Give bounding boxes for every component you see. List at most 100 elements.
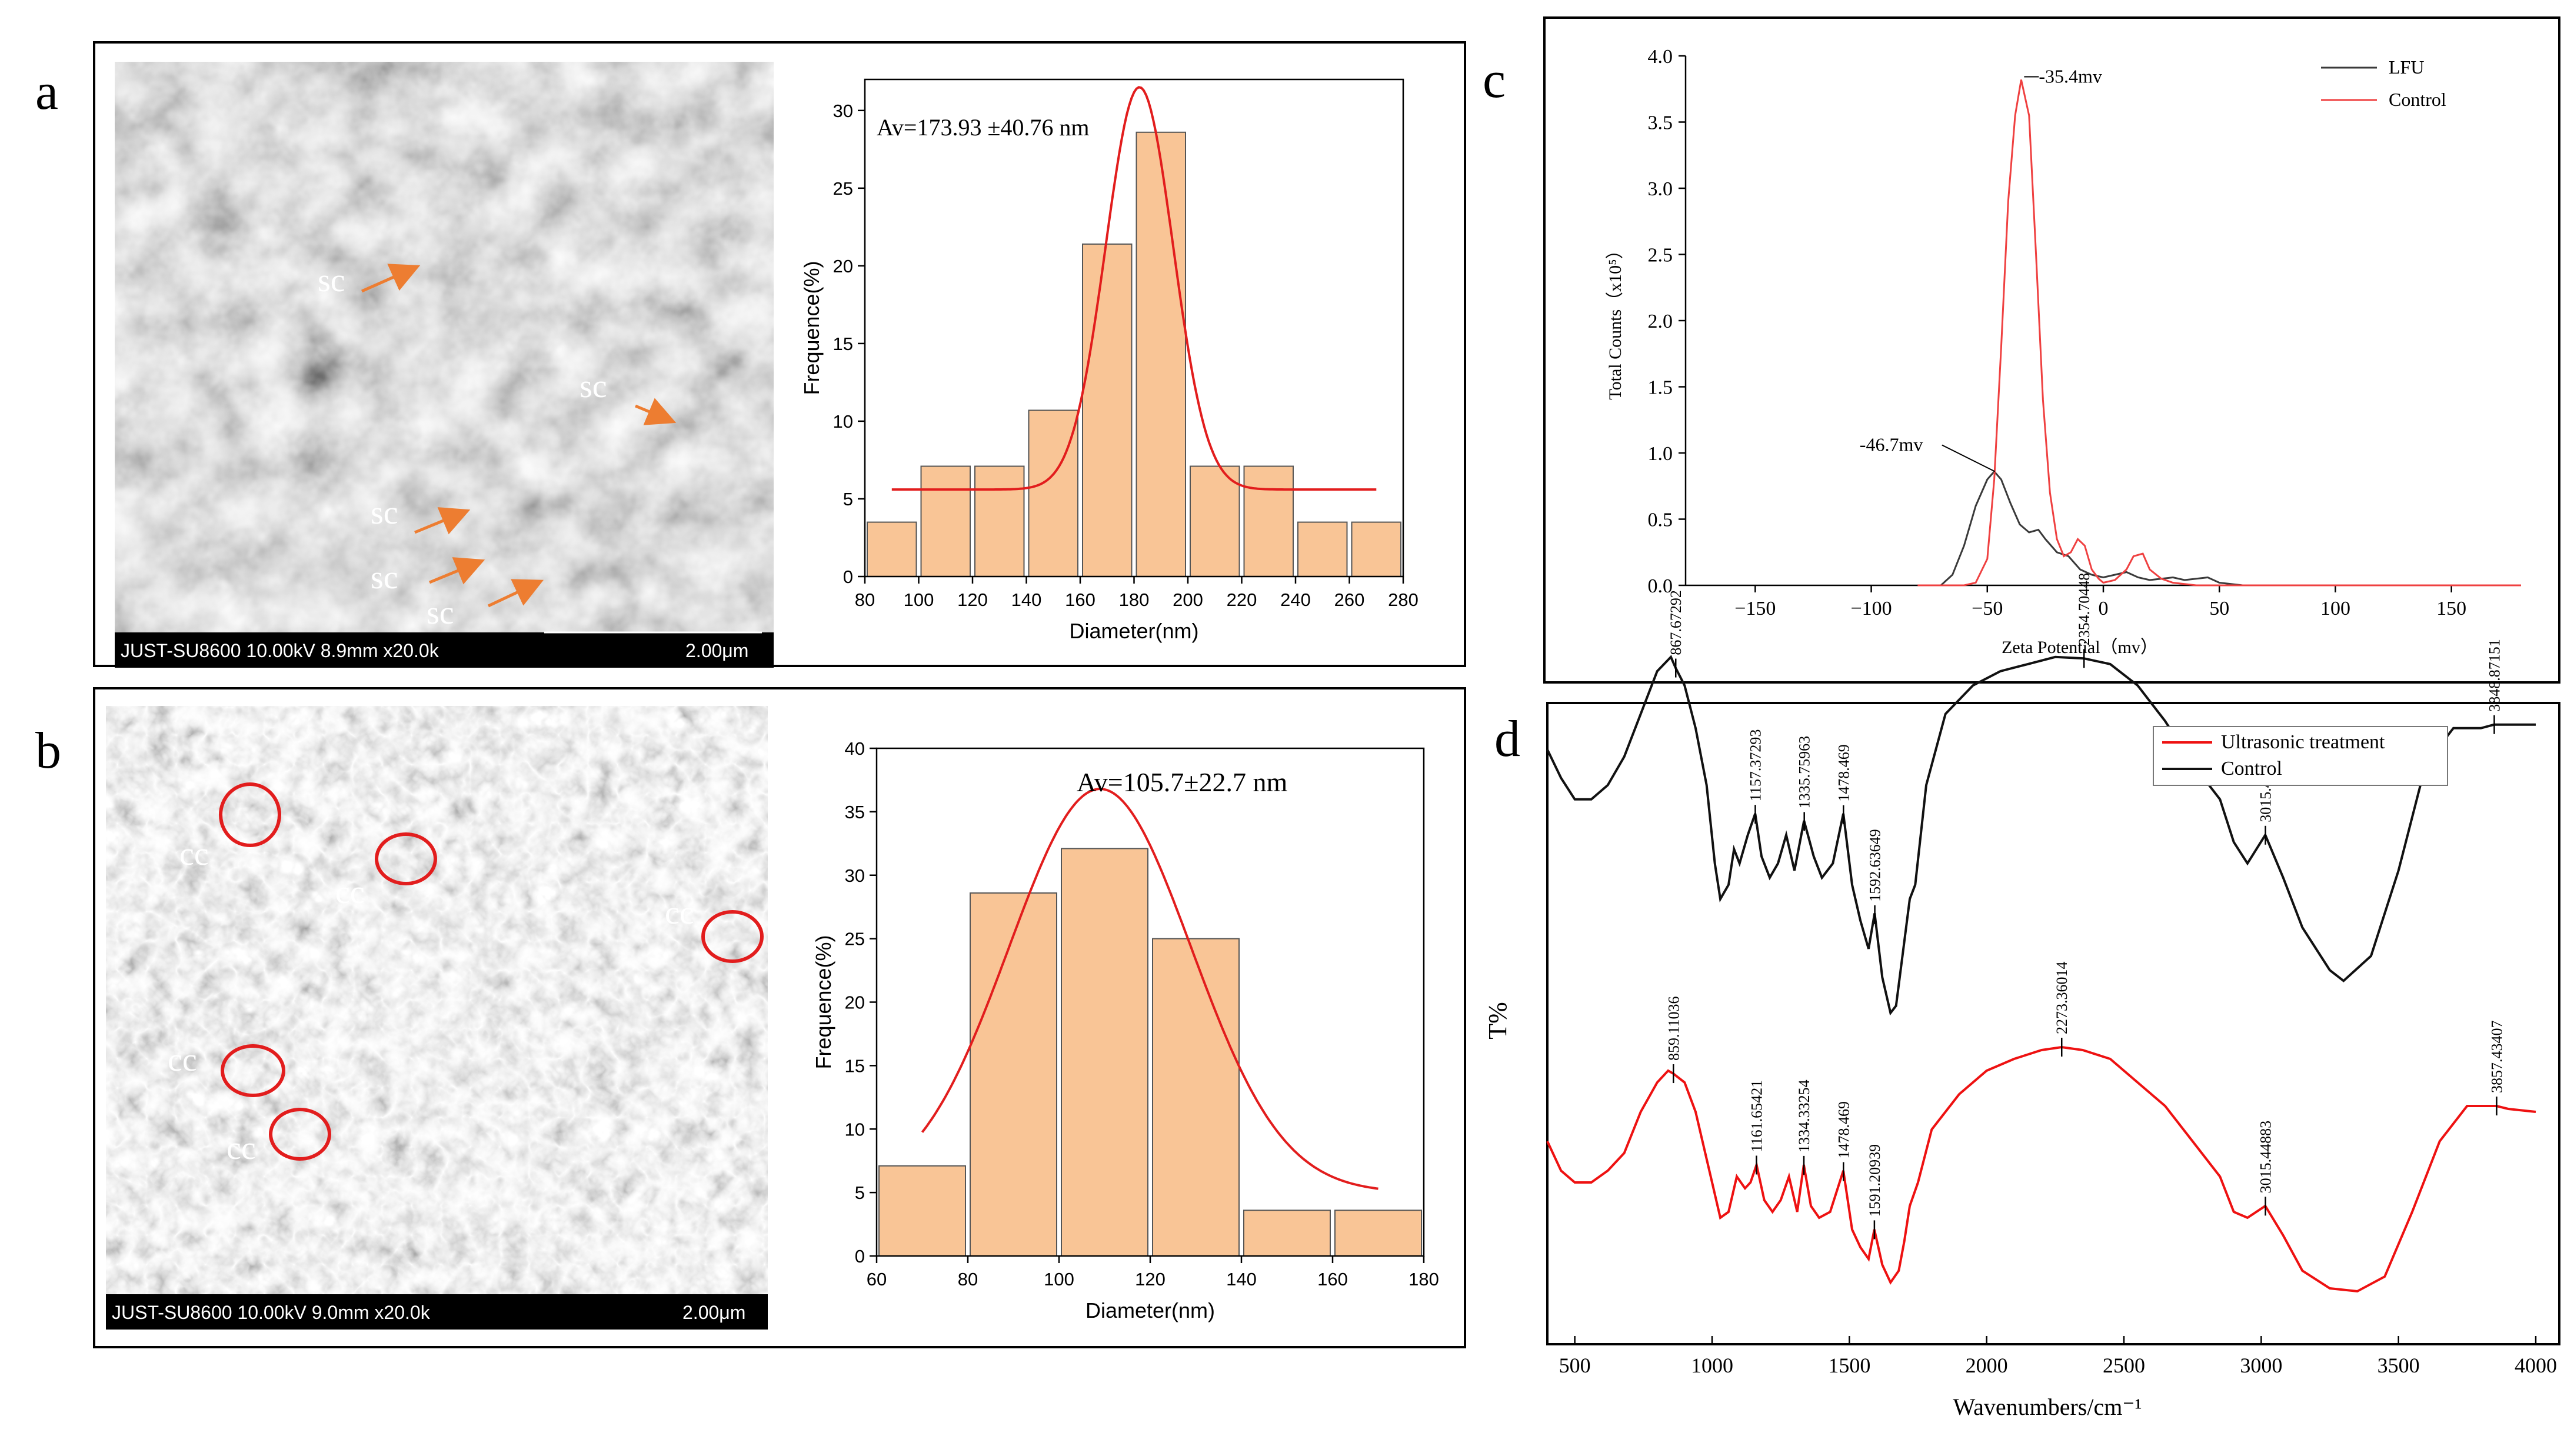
sc-arrow-5 <box>487 579 544 608</box>
sc-label-3: sc <box>371 495 398 531</box>
peak-annotation: -46.7mv <box>1860 434 1923 455</box>
x-tick-label: −50 <box>1972 598 2003 619</box>
sem-a-info-text: JUST-SU8600 10.00kV 8.9mm x20.0k <box>121 640 439 661</box>
cc-label-1: cc <box>179 836 209 872</box>
x-tick-label: 220 <box>1227 589 1257 610</box>
peak-label: 1157.37293 <box>1747 729 1764 802</box>
y-tick-label: 20 <box>845 992 865 1013</box>
y-tick-label: 20 <box>833 256 853 276</box>
legend-label: Ultrasonic treatment <box>2221 731 2385 753</box>
ftir-control-line <box>1546 655 2536 1016</box>
histogram-bar <box>1243 1210 1331 1257</box>
y-tick-label: 0 <box>843 567 853 587</box>
x-tick-label: 3500 <box>2377 1354 2420 1377</box>
peak-label: 1478.469 <box>1835 1101 1852 1159</box>
y-tick-label: 0 <box>855 1246 865 1267</box>
y-tick-label: 4.0 <box>1648 46 1673 68</box>
annotation-leader <box>1942 444 1996 472</box>
y-tick-label: 1.0 <box>1648 443 1673 465</box>
cc-label-5: cc <box>227 1130 256 1167</box>
peak-label: 867.67292 <box>1667 590 1684 655</box>
cc-label-4: cc <box>168 1042 197 1078</box>
ftir-ultrasonic-line <box>1546 1045 2536 1293</box>
histogram-bar <box>1082 243 1133 577</box>
series-line-lfu <box>1917 470 2521 587</box>
cc-circle-1 <box>219 782 281 847</box>
x-tick-label: 80 <box>958 1269 978 1290</box>
peak-label: 2354.70448 <box>2076 573 2093 646</box>
histogram-b: 60 80 100 120 140 160 180 0 5 10 15 20 25 30 35 40 Diame… <box>811 738 1439 1322</box>
panel-label-d: d <box>1494 711 1520 768</box>
peak-label: 3015.44883 <box>2257 1121 2275 1194</box>
histogram-bar <box>1152 938 1240 1257</box>
peak-label: 2273.36014 <box>2053 962 2070 1035</box>
sem-b-annotations: cc cc cc cc cc <box>168 782 764 1167</box>
x-tick-label: 4000 <box>2515 1354 2557 1377</box>
histogram-bar <box>974 465 1025 577</box>
cc-circle-4 <box>221 1044 285 1097</box>
y-tick-label: 35 <box>845 802 865 822</box>
histogram-bar <box>1243 465 1294 577</box>
series-line-control <box>1917 79 2521 587</box>
y-axis-title: Frequence(%) <box>800 261 824 395</box>
sc-label-2: sc <box>580 368 607 405</box>
sc-arrow-4 <box>429 557 485 585</box>
sc-arrow-3 <box>414 507 471 535</box>
x-axis-title: Wavenumbers/cm⁻¹ <box>1953 1394 2142 1420</box>
x-tick-label: 1000 <box>1691 1354 1733 1377</box>
panel-label-a: a <box>35 64 58 121</box>
y-tick-label: 0.0 <box>1648 575 1673 597</box>
x-tick-label: 0 <box>2099 598 2109 619</box>
peak-label: 1592.63649 <box>1867 829 1884 902</box>
x-tick-label: 280 <box>1388 589 1418 610</box>
x-axis-title: Diameter(nm) <box>1085 1298 1215 1322</box>
sem-b-info-text: JUST-SU8600 10.00kV 9.0mm x20.0k <box>112 1302 431 1323</box>
sem-a-scale-text: 2.00μm <box>685 640 748 661</box>
gaussian-fit-line <box>921 787 1378 1190</box>
x-tick-label: 120 <box>1135 1269 1166 1290</box>
histogram-bar <box>867 521 917 577</box>
histogram-bar <box>1190 465 1240 577</box>
panel-d-frame <box>1546 702 2560 1345</box>
panel-label-b: b <box>35 722 61 779</box>
panel-a-frame <box>93 41 1466 667</box>
y-tick-label: 2.5 <box>1648 245 1673 266</box>
peak-label: 1334.33254 <box>1796 1079 1813 1152</box>
x-tick-label: 240 <box>1280 589 1311 610</box>
peak-label: 3857.43407 <box>2488 1021 2505 1094</box>
legend-label: Control <box>2389 89 2446 110</box>
sem-image-b: JUST-SU8600 10.00kV 9.0mm x20.0k 2.00μm <box>106 706 768 1330</box>
peak-label: 1335.75963 <box>1796 736 1813 809</box>
cc-label-3: cc <box>665 895 694 931</box>
y-tick-label: 2.0 <box>1648 311 1673 332</box>
x-tick-label: 260 <box>1334 589 1365 610</box>
x-tick-label: 140 <box>1011 589 1042 610</box>
peak-label: 859.11036 <box>1665 996 1682 1061</box>
cc-label-2: cc <box>335 874 365 911</box>
y-tick-label: 25 <box>833 178 853 199</box>
histogram-bar <box>1351 521 1401 577</box>
y-tick-label: 5 <box>843 489 853 509</box>
sc-label-4: sc <box>371 559 398 596</box>
histogram-bar <box>1028 409 1078 577</box>
sc-arrow-2 <box>635 398 677 425</box>
legend-label: LFU <box>2389 56 2424 78</box>
histogram-bar <box>1334 1210 1422 1257</box>
ftir-spectrum-chart: 867.67292 1157.37293 1335.75963 1478.469 159… <box>1483 573 2557 1420</box>
sc-label-1: sc <box>318 262 345 299</box>
histogram-a: 80 100 120 140 160 180 200 220 240 260 280 0 5 10 15 20… <box>800 78 1418 643</box>
sem-b-info-bar <box>106 1294 768 1330</box>
cc-circle-2 <box>375 832 437 885</box>
x-tick-label: 100 <box>2320 598 2350 619</box>
legend-label: Control <box>2221 758 2282 779</box>
x-tick-label: −100 <box>1850 598 1892 619</box>
x-tick-label: −150 <box>1734 598 1776 619</box>
y-tick-label: 40 <box>845 738 865 759</box>
peak-label: 1161.65421 <box>1748 1080 1765 1152</box>
x-tick-label: 160 <box>1317 1269 1348 1290</box>
histogram-bar <box>878 1165 966 1257</box>
y-axis-title: T% <box>1483 1002 1512 1039</box>
gaussian-fit-line <box>891 86 1377 491</box>
y-tick-label: 0.5 <box>1648 509 1673 531</box>
